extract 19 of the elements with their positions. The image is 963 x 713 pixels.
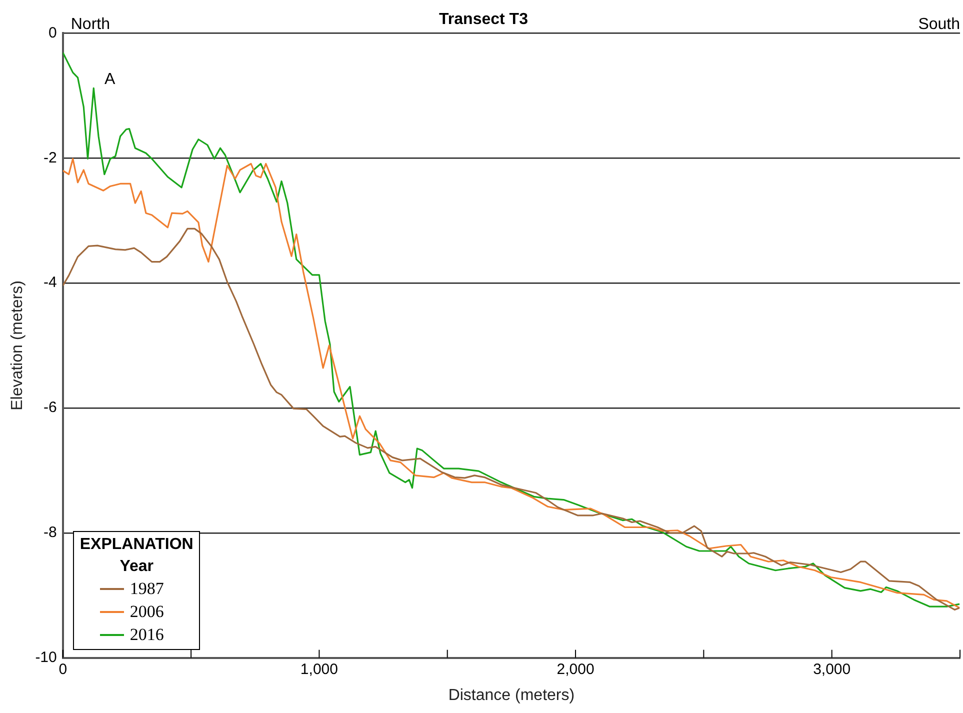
y-tick-label: -6 xyxy=(44,399,57,416)
chart-title: Transect T3 xyxy=(439,11,528,28)
y-axis-title: Elevation (meters) xyxy=(9,280,26,410)
x-tick-label: 1,000 xyxy=(300,660,338,678)
x-tick-label: 2,000 xyxy=(556,660,594,678)
y-tick-label: -2 xyxy=(44,149,57,166)
legend-label: 2006 xyxy=(130,602,164,622)
x-axis-title: Distance (meters) xyxy=(448,686,575,704)
y-tick-label: -8 xyxy=(44,524,57,542)
legend-label: 2016 xyxy=(130,625,164,646)
legend-label: 1987 xyxy=(130,579,164,600)
x-tick-label: 3,000 xyxy=(813,660,851,678)
annotation: A xyxy=(104,71,116,88)
annotation: North xyxy=(70,16,110,34)
legend-title: EXPLANATION Year xyxy=(80,534,194,577)
y-tick-label: -10 xyxy=(35,648,57,666)
y-tick-label: -4 xyxy=(44,274,57,292)
annotation: South xyxy=(918,16,960,34)
y-tick-label: 0 xyxy=(48,24,57,42)
